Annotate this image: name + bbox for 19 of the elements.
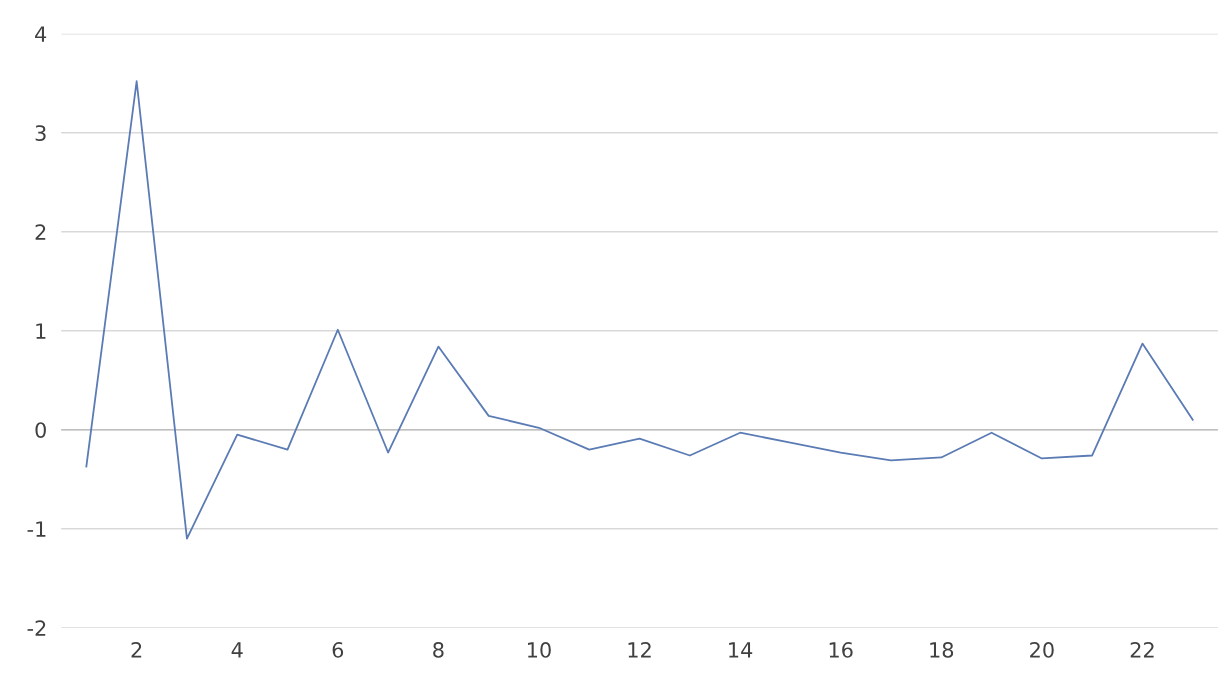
y-tick-label: 2: [35, 224, 46, 240]
x-tick-label: 18: [930, 642, 954, 658]
x-tick-label: 14: [729, 642, 753, 658]
x-tick-label: 16: [829, 642, 853, 658]
y-tick-label: 1: [36, 323, 46, 339]
x-tick-label: 20: [1030, 642, 1054, 658]
y-tick-label: -1: [27, 521, 46, 537]
y-tick-label: 3: [35, 125, 46, 141]
x-tick-label: 22: [1130, 642, 1154, 658]
y-tick-label: 4: [35, 26, 47, 42]
x-tick-label: 10: [527, 642, 551, 658]
x-tick-label: 4: [231, 642, 243, 658]
x-tick-label: 6: [332, 642, 344, 658]
line-series: [85, 80, 1194, 540]
x-tick-label: 8: [433, 642, 444, 658]
x-tick-label: 12: [628, 642, 651, 658]
x-tick-label: 2: [131, 642, 142, 658]
y-tick-label: -2: [27, 620, 46, 636]
y-tick-label: 0: [35, 422, 46, 438]
